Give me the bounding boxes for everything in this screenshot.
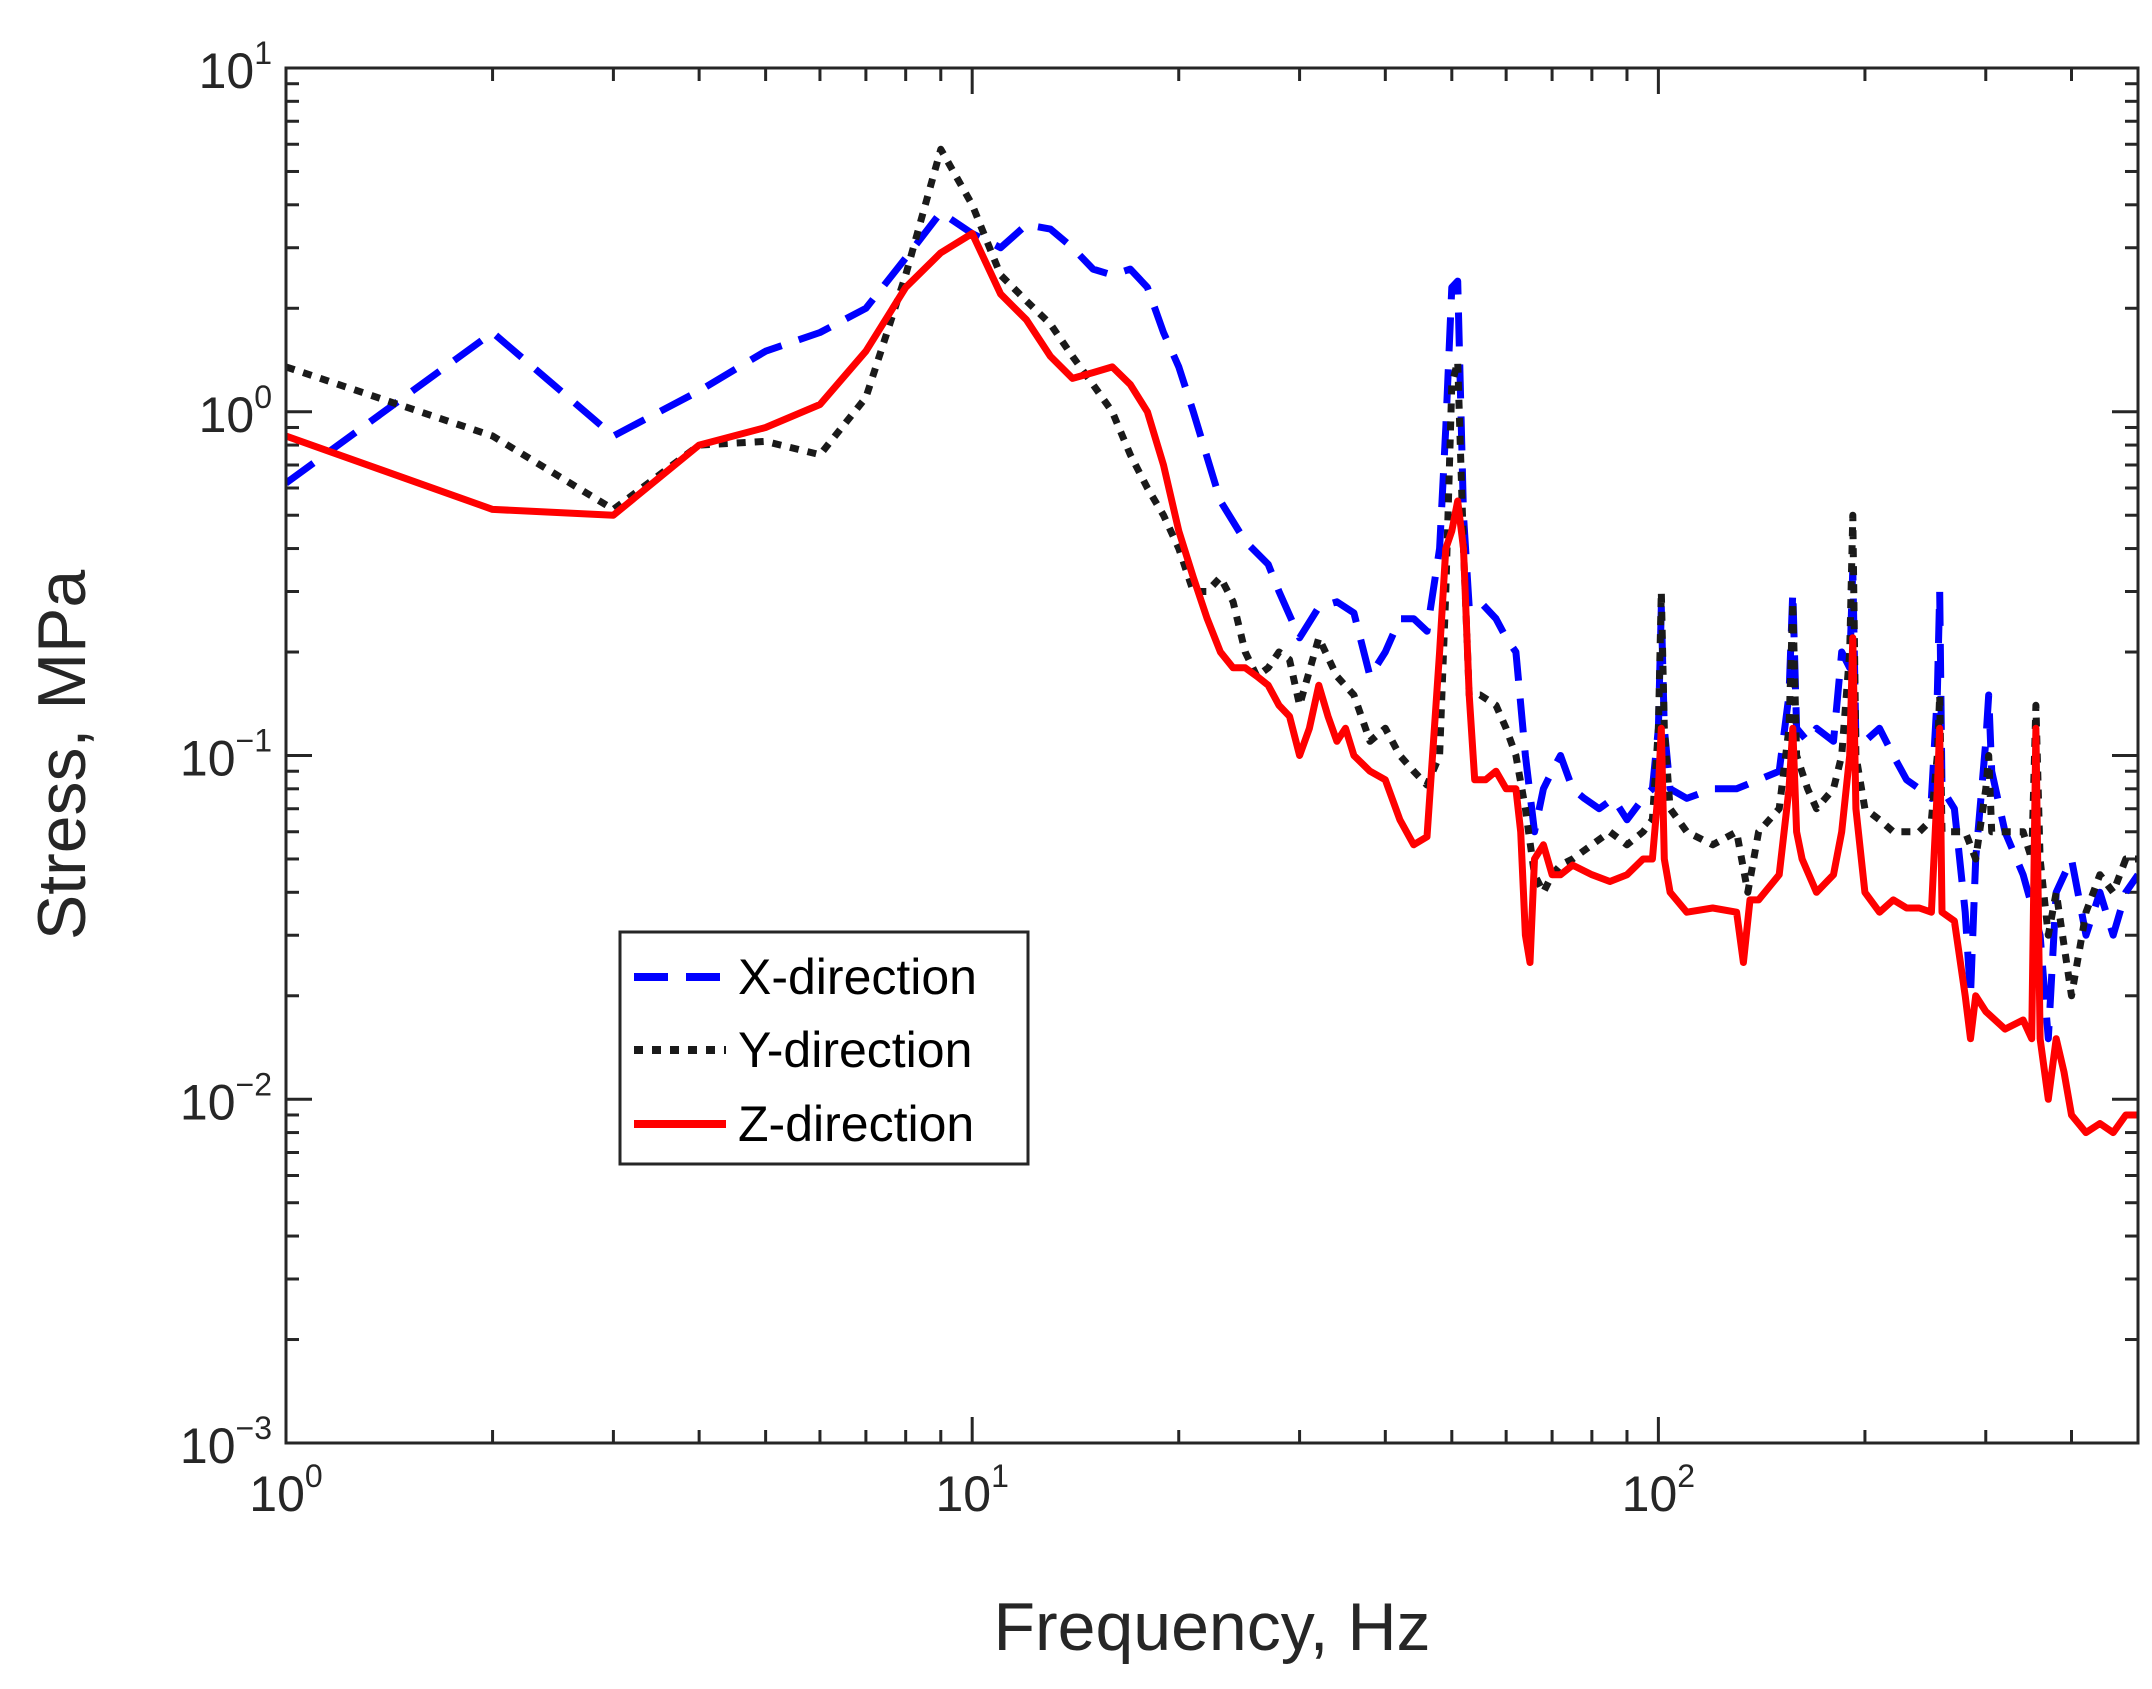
tick-labels: 100 101 102 10−3 10−2 10−1 100 101 <box>180 35 1695 1522</box>
legend-label-z: Z-direction <box>738 1096 974 1152</box>
y-tick-label: 10−1 <box>180 723 272 787</box>
x-tick-label: 101 <box>935 1458 1008 1522</box>
series-line-z <box>286 230 2138 1137</box>
plot-area <box>286 68 2138 1443</box>
legend-label-x: X-direction <box>738 949 977 1005</box>
x-tick-label: 102 <box>1622 1458 1695 1522</box>
y-tick-label: 101 <box>199 35 272 99</box>
series-line-y <box>286 145 2138 1000</box>
x-axis-label: Frequency, Hz <box>993 1589 1430 1665</box>
y-tick-label: 10−3 <box>180 1410 272 1474</box>
y-tick-label: 100 <box>199 379 272 443</box>
legend-label-y: Y-direction <box>738 1022 972 1078</box>
plot-frame <box>284 66 2140 1445</box>
series-line-x <box>286 208 2138 1043</box>
x-tick-label: 100 <box>249 1458 322 1522</box>
legend: X-direction Y-direction Z-direction <box>618 930 1030 1166</box>
y-axis-label: Stress, MPa <box>24 570 100 940</box>
series-group <box>286 145 2138 1137</box>
y-tick-label: 10−2 <box>180 1066 272 1130</box>
